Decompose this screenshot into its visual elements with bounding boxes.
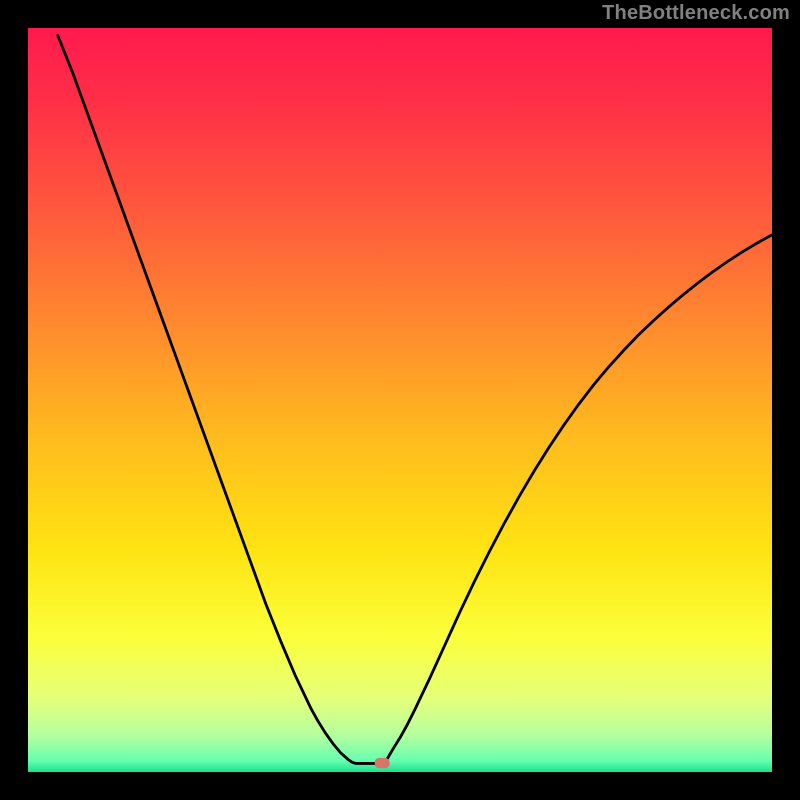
- plot-background: [28, 28, 772, 772]
- plot-svg: [28, 28, 772, 772]
- plot-area: [28, 28, 772, 772]
- watermark-text: TheBottleneck.com: [602, 2, 790, 25]
- optimum-marker: [375, 758, 390, 768]
- chart-stage: TheBottleneck.com: [0, 0, 800, 800]
